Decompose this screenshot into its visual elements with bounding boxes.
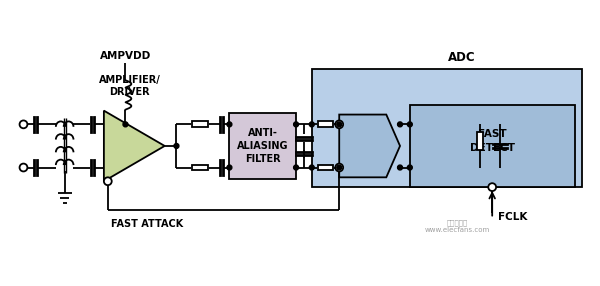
Bar [317,164,334,170]
Text: FAST
DETECT: FAST DETECT [470,130,515,153]
Bar [312,69,583,187]
Bar [317,122,334,127]
Text: AMPVDD: AMPVDD [100,51,151,61]
Text: FCLK: FCLK [498,212,527,222]
Bar [478,132,484,150]
Text: ADC: ADC [448,51,476,63]
Text: AMPLIFIER/
DRIVER: AMPLIFIER/ DRIVER [98,75,160,97]
Circle shape [488,183,496,191]
Circle shape [293,122,299,127]
Circle shape [398,122,403,127]
Circle shape [407,122,412,127]
Bar [192,122,208,127]
Bar [410,105,575,187]
Circle shape [293,165,299,170]
Circle shape [337,165,341,170]
Circle shape [20,164,28,171]
Circle shape [227,165,232,170]
Bar [229,113,296,179]
Circle shape [337,122,341,127]
Circle shape [174,144,179,148]
Circle shape [20,120,28,128]
Circle shape [407,165,412,170]
Bar [192,164,208,170]
Circle shape [123,122,128,127]
Polygon shape [339,115,400,177]
Polygon shape [104,111,164,181]
Text: 电子发烧友
www.elecfans.com: 电子发烧友 www.elecfans.com [424,220,490,233]
Circle shape [335,164,343,171]
Circle shape [310,122,314,127]
Text: FAST ATTACK: FAST ATTACK [111,219,183,229]
Circle shape [310,165,314,170]
Circle shape [104,177,112,185]
Circle shape [398,165,403,170]
Circle shape [227,122,232,127]
Circle shape [335,120,343,128]
Text: ANTI-
ALIASING
FILTER: ANTI- ALIASING FILTER [237,128,289,164]
